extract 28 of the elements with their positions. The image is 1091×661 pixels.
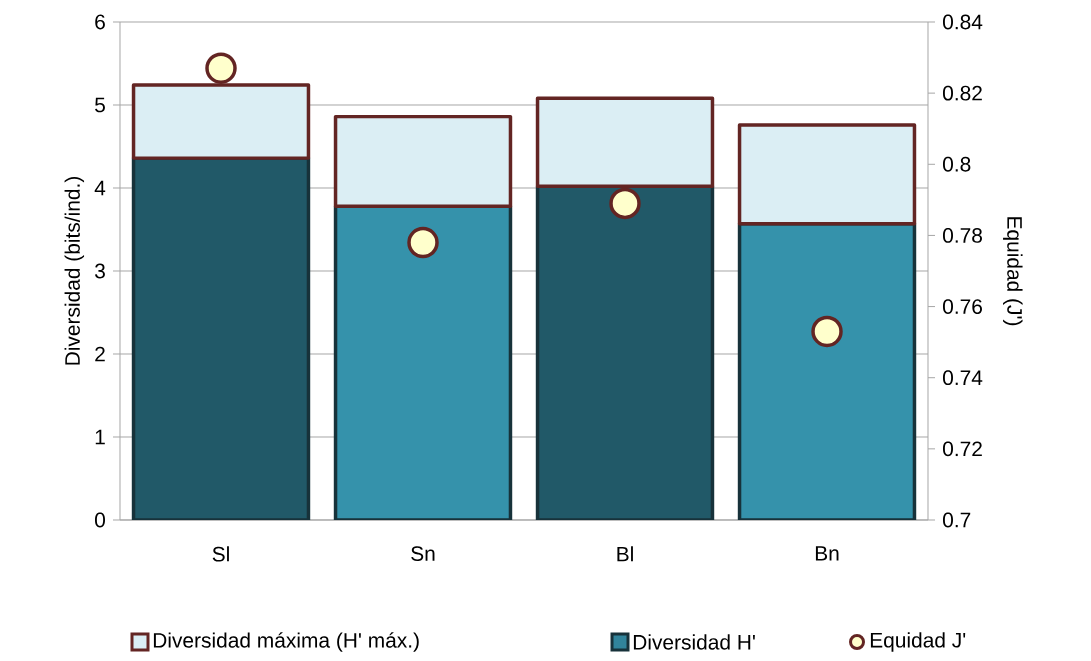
y-axis-title: Diversidad (bits/ind.)	[64, 177, 85, 365]
y-tick-label: 6	[95, 14, 105, 30]
y-tick-label: 2	[95, 346, 105, 362]
y-tick-label: 3	[94, 263, 105, 279]
y2-axis-title: Equidad (J')	[1003, 217, 1023, 326]
legend-label: Diversidad H'	[633, 634, 755, 650]
point	[407, 226, 439, 259]
y2-tick-label: 0.8	[943, 156, 971, 172]
y-tick-label: 5	[95, 97, 105, 113]
point	[811, 315, 843, 348]
y2-tick-label: 0.82	[943, 85, 982, 101]
y-tick-label: 1	[95, 429, 105, 445]
y-tick-label: 0	[95, 512, 105, 528]
y2-tick-label: 0.74	[943, 370, 983, 386]
legend-label: Equidad J'	[870, 632, 966, 652]
y2-tick-label: 0.72	[943, 441, 982, 457]
x-tick-label: Bl	[617, 546, 633, 562]
point	[205, 52, 237, 84]
x-tick-label: Sn	[411, 546, 435, 561]
y2-tick-label: 0.76	[943, 299, 982, 314]
y2-tick-label: 0.7	[943, 512, 971, 528]
y-tick-label: 4	[94, 180, 106, 196]
x-tick-label: Bn	[815, 546, 839, 561]
y2-tick-label: 0.78	[943, 228, 982, 243]
point	[609, 187, 641, 220]
y2-tick-label: 0.84	[943, 14, 983, 30]
legend-label: Diversidad máxima (H' máx.)	[153, 632, 419, 652]
x-tick-label: Sl	[212, 546, 229, 562]
